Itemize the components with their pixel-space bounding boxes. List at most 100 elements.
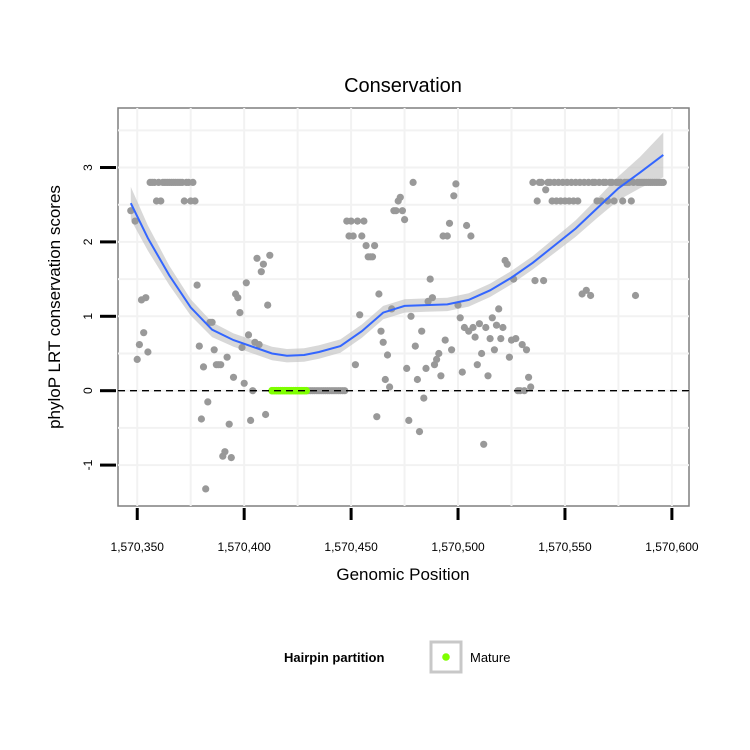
score-point — [353, 217, 362, 225]
score-point — [259, 260, 267, 268]
score-point — [540, 277, 548, 285]
score-point — [210, 346, 218, 354]
score-point — [403, 364, 411, 372]
score-point — [398, 207, 406, 215]
score-point — [467, 232, 475, 240]
x-axis-title: Genomic Position — [336, 565, 469, 584]
smooth-line — [129, 154, 664, 357]
score-point — [463, 221, 471, 230]
score-point — [247, 416, 255, 424]
score-point — [135, 341, 143, 349]
score-point — [392, 207, 400, 215]
score-point — [441, 336, 449, 344]
chart-title: Conservation — [344, 75, 462, 97]
score-point — [351, 361, 359, 369]
score-point — [587, 291, 595, 300]
score-point — [531, 277, 539, 285]
score-point — [488, 314, 496, 322]
score-point — [492, 321, 501, 329]
score-point — [360, 217, 368, 225]
score-point — [443, 232, 451, 240]
x-tick-label: 1,570,600 — [645, 540, 699, 554]
x-tick-label: 1,570,450 — [324, 540, 378, 554]
ribbon-band — [130, 132, 664, 363]
smooth-curve — [129, 154, 664, 357]
score-point — [349, 232, 357, 240]
y-tick-label: -1 — [81, 459, 95, 470]
score-point — [368, 253, 377, 261]
score-point — [426, 275, 434, 283]
score-point — [236, 309, 244, 317]
y-tick-label: 3 — [81, 164, 95, 171]
score-point — [405, 416, 413, 424]
score-point — [227, 454, 235, 462]
score-point — [225, 420, 233, 428]
legend-label-mature: Mature — [470, 650, 510, 665]
score-point — [503, 260, 511, 268]
score-point — [409, 178, 417, 186]
score-point — [142, 294, 150, 302]
score-point — [537, 178, 546, 186]
score-point — [497, 335, 505, 343]
x-tick-label: 1,570,500 — [431, 540, 485, 554]
score-point — [221, 448, 229, 456]
score-point — [379, 338, 387, 346]
score-point — [482, 323, 490, 332]
score-point — [490, 346, 498, 354]
score-point — [223, 353, 231, 361]
score-point — [445, 219, 454, 227]
score-point — [244, 331, 253, 339]
score-point — [495, 305, 503, 313]
score-point — [499, 323, 507, 332]
score-point — [480, 440, 488, 448]
x-tick-label: 1,570,550 — [538, 540, 592, 554]
score-point — [529, 178, 537, 186]
y-tick-label: 2 — [81, 238, 95, 245]
score-point — [448, 346, 456, 354]
score-point — [381, 375, 389, 384]
score-point — [533, 197, 541, 205]
score-point — [471, 333, 479, 341]
score-point — [437, 372, 445, 380]
score-point — [204, 398, 212, 406]
score-point — [189, 178, 197, 186]
score-point — [518, 341, 526, 349]
score-point — [428, 294, 436, 302]
score-point — [456, 314, 464, 322]
score-point — [377, 327, 385, 335]
score-point — [208, 318, 216, 326]
legend: Hairpin partition Mature — [284, 640, 510, 674]
score-point — [484, 372, 492, 380]
score-point — [450, 192, 458, 200]
score-point — [415, 428, 424, 436]
score-point — [659, 178, 667, 186]
legend-key-mature — [442, 653, 450, 661]
score-point — [619, 197, 627, 205]
score-point — [217, 361, 225, 369]
score-point — [262, 410, 270, 419]
score-point — [375, 290, 383, 298]
score-point — [341, 387, 349, 395]
score-point — [199, 363, 208, 371]
score-point — [197, 415, 205, 423]
y-tick-label: 1 — [81, 313, 95, 320]
score-point — [574, 197, 582, 205]
x-tick-label: 1,570,400 — [217, 540, 271, 554]
score-point — [131, 217, 139, 225]
score-point — [242, 279, 250, 287]
score-point — [144, 348, 152, 356]
score-point — [407, 312, 415, 320]
score-point — [505, 353, 513, 361]
grid — [118, 108, 689, 506]
score-point — [435, 349, 443, 358]
score-point — [627, 197, 635, 205]
legend-key-box — [429, 640, 463, 674]
score-point — [422, 364, 430, 372]
score-point — [452, 180, 460, 188]
score-point — [433, 355, 441, 363]
score-point — [264, 301, 272, 309]
score-point — [202, 485, 210, 493]
y-tick-label: 0 — [81, 387, 95, 394]
score-point — [512, 335, 520, 343]
